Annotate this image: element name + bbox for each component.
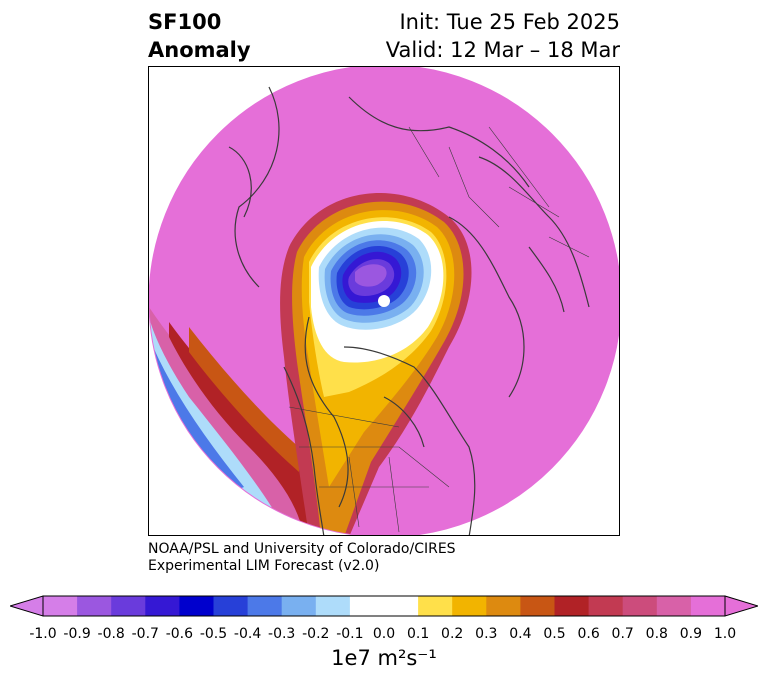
colorbar-cell [179, 596, 214, 616]
colorbar-tick-label: 0.1 [406, 626, 430, 642]
colorbar-frame [42, 595, 726, 617]
colorbar-tick-label: 0.6 [577, 626, 600, 642]
colorbar-tick-label: -0.3 [268, 626, 296, 642]
colorbar-cell [281, 596, 317, 616]
colorbar-cell [588, 596, 624, 616]
colorbar-cell [418, 596, 453, 616]
colorbar-tick-label: -0.5 [199, 626, 228, 642]
colorbar-cell [554, 596, 590, 616]
colorbar-tick-label: 0.4 [509, 626, 532, 642]
colorbar-tick-label: 1.0 [713, 626, 737, 642]
title-line-2: Anomaly [148, 38, 251, 62]
forecast-dates: Init: Tue 25 Feb 2025 Valid: 12 Mar – 18… [386, 8, 620, 64]
credit-line-1: NOAA/PSL and University of Colorado/CIRE… [148, 541, 456, 557]
coastlines [228, 86, 590, 535]
colorbar-cell [315, 596, 351, 616]
valid-range: Valid: 12 Mar – 18 Mar [385, 38, 620, 62]
map-panel [148, 66, 620, 536]
borders [288, 126, 590, 533]
colorbar-tick-label: -1.0 [29, 626, 57, 642]
colorbar-cell [349, 596, 385, 616]
colorbar-tick-label: 0.7 [611, 626, 634, 642]
colorbar-label: 1e7 m²s⁻¹ [331, 646, 437, 670]
chart-title: SF100 Anomaly [148, 8, 251, 64]
colorbar-cell [111, 596, 146, 616]
colorbar-over-arrow [724, 595, 758, 617]
colorbar-under-arrow [10, 595, 44, 617]
colorbar-tick-label: -0.9 [63, 626, 91, 642]
colorbar-tick-label: 0.0 [372, 626, 396, 642]
colorbar-tick-label: -0.6 [165, 626, 194, 642]
colorbar-cell [213, 596, 249, 616]
colorbar-cell [247, 596, 283, 616]
colorbar [10, 595, 758, 617]
title-line-1: SF100 [148, 10, 222, 34]
colorbar-cell [77, 596, 112, 616]
colorbar-tick-label: -0.8 [97, 626, 125, 642]
colorbar-tick-label: -0.2 [302, 626, 330, 642]
colorbar-cell [520, 596, 555, 616]
colorbar-tick-label: 0.5 [543, 626, 566, 642]
colorbar-cell [622, 596, 658, 616]
colorbar-cell [486, 596, 521, 616]
colorbar-tick-label: 0.8 [645, 626, 668, 642]
colorbar-tick-label: -0.4 [233, 626, 262, 642]
colorbar-tick-label: -0.7 [131, 626, 159, 642]
anomaly-map [149, 67, 619, 535]
colorbar-cell [384, 596, 419, 616]
colorbar-cell [690, 596, 726, 616]
colorbar-cell [145, 596, 180, 616]
colorbar-cell [656, 596, 692, 616]
colorbar-cell [43, 596, 78, 616]
colorbar-tick-label: -0.1 [336, 626, 364, 642]
colorbar-tick-label: 0.9 [679, 626, 703, 642]
colorbar-tick-label: 0.2 [441, 626, 464, 642]
colorbar-cell [452, 596, 487, 616]
colorbar-tick-label: 0.3 [475, 626, 498, 642]
credit-line-2: Experimental LIM Forecast (v2.0) [148, 558, 380, 574]
credit-text: NOAA/PSL and University of Colorado/CIRE… [148, 541, 456, 575]
init-date: Init: Tue 25 Feb 2025 [399, 10, 620, 34]
colorbar-ticks: -1.0 -0.9 -0.8 -0.7 -0.6 -0.5 -0.4 -0.3 -0.2 -0.1… [0, 626, 768, 644]
pole-marker [378, 295, 390, 307]
